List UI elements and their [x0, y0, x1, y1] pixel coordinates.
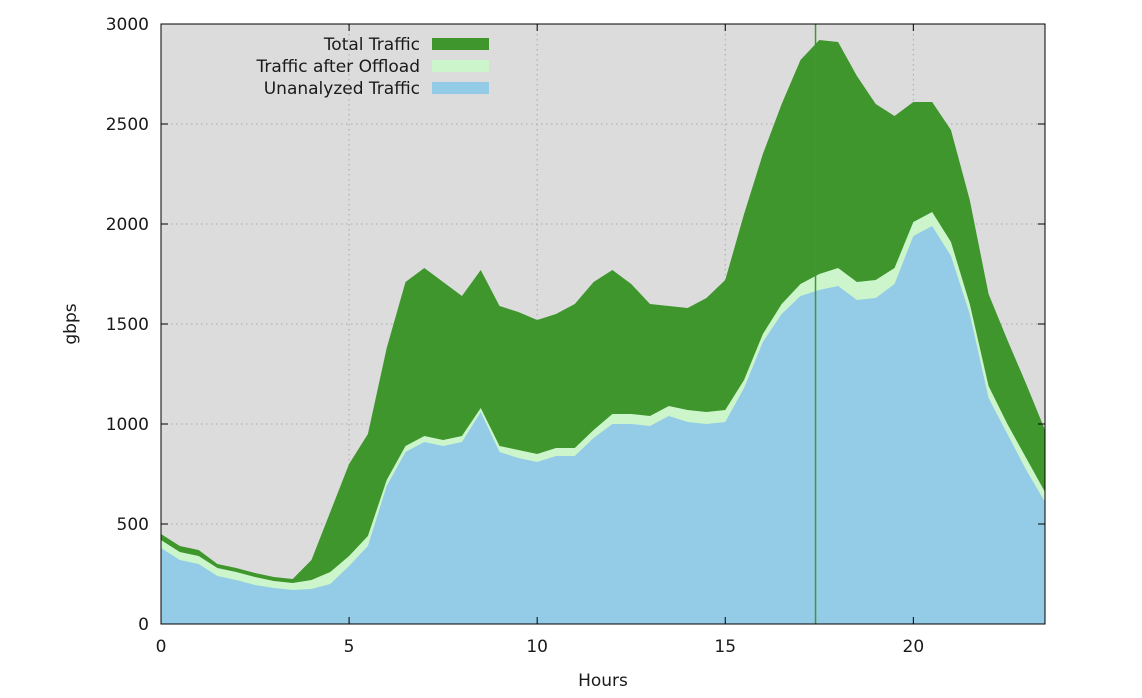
x-axis-label: Hours	[578, 671, 628, 691]
legend-swatch	[432, 60, 489, 72]
y-tick-label: 500	[117, 515, 149, 535]
legend-label: Traffic after Offload	[255, 57, 420, 77]
x-tick-label: 10	[526, 637, 548, 657]
x-tick-label: 0	[156, 637, 167, 657]
legend-label: Total Traffic	[323, 35, 420, 55]
y-axis-label: gbps	[61, 303, 81, 344]
x-tick-label: 20	[903, 637, 925, 657]
y-tick-label: 2500	[106, 115, 149, 135]
y-tick-label: 1000	[106, 415, 149, 435]
x-tick-label: 5	[344, 637, 355, 657]
legend-label: Unanalyzed Traffic	[264, 79, 420, 99]
legend-swatch	[432, 82, 489, 94]
legend-swatch	[432, 38, 489, 50]
axis-ticks: 0 5 10 15 20 0 500 1000 1500 2000 2500 3000	[106, 15, 1045, 657]
y-tick-label: 2000	[106, 215, 149, 235]
area-series	[161, 40, 1045, 624]
area-unanalyzed-traffic	[161, 226, 1045, 624]
y-tick-label: 3000	[106, 15, 149, 35]
y-tick-label: 1500	[106, 315, 149, 335]
y-tick-label: 0	[138, 615, 149, 635]
x-tick-label: 15	[714, 637, 736, 657]
